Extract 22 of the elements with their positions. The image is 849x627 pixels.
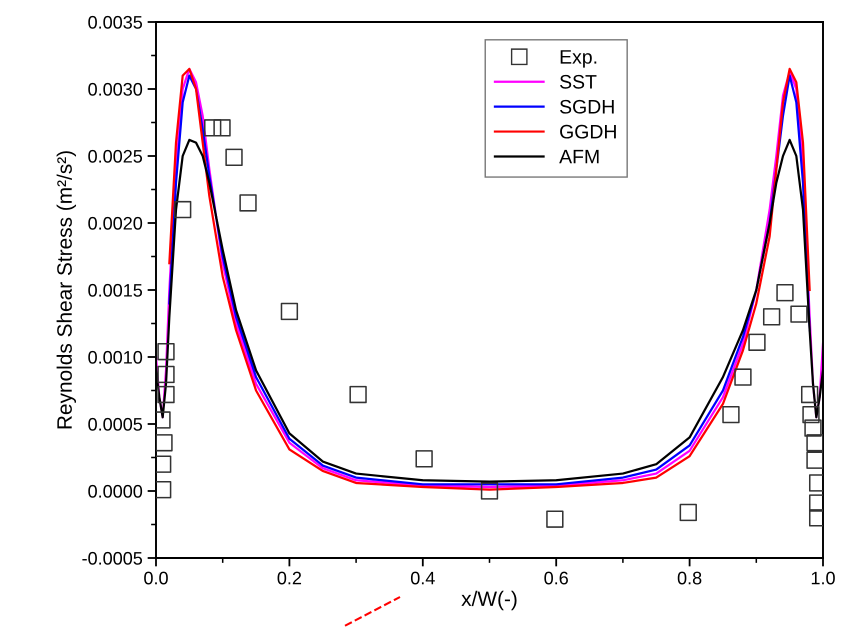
y-axis-title: Reynolds Shear Stress (m²/s²) — [56, 151, 76, 428]
legend-label: SGDH — [560, 100, 614, 114]
x-tick-label: 1.0 — [812, 572, 835, 584]
x-tick-label: 0.4 — [410, 572, 435, 584]
y-tick-label: 0.0020 — [88, 216, 142, 230]
y-tick-label: 0.0000 — [88, 484, 142, 498]
y-tick-label: 0.0010 — [88, 350, 142, 364]
y-tick-label: 0.0005 — [88, 418, 142, 431]
y-tick-label: -0.0005 — [82, 552, 142, 565]
legend-label: Exp. — [560, 50, 596, 68]
x-tick-label: 0.8 — [678, 572, 702, 584]
x-axis-title: x/W(-) — [461, 590, 517, 610]
y-tick-label: 0.0035 — [88, 16, 142, 29]
legend-label: AFM — [559, 150, 599, 164]
y-tick-label: 0.0025 — [88, 150, 142, 163]
legend-label: SST — [560, 74, 596, 89]
x-tick-label: 0.6 — [544, 572, 568, 584]
y-tick-label: 0.0030 — [88, 82, 142, 96]
legend-label: GGDH — [560, 124, 616, 139]
x-tick-label: 0.2 — [278, 572, 302, 584]
x-tick-label: 0.0 — [144, 572, 168, 584]
y-tick-label: 0.0015 — [88, 284, 142, 297]
